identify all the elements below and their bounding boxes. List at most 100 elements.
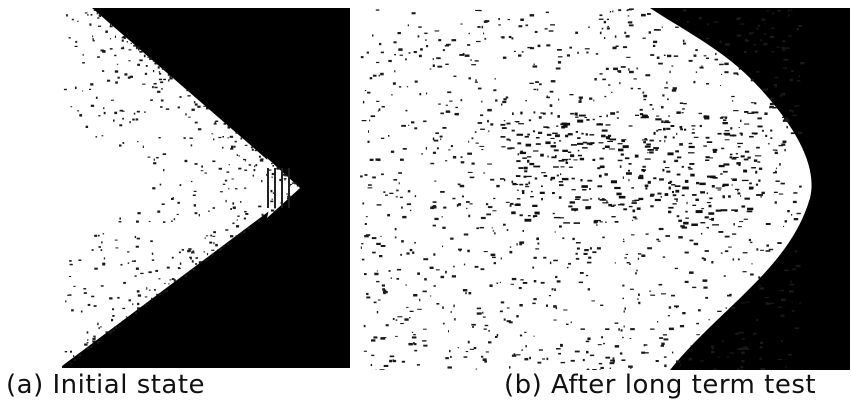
speckle-dot: [112, 329, 115, 332]
speckle-dot: [467, 340, 470, 344]
speckle-dot: [228, 187, 230, 190]
speckle-dot: [270, 209, 275, 212]
speckle-dot: [440, 191, 445, 193]
speckle-cluster: [578, 114, 586, 117]
speckle-cluster: [674, 198, 678, 200]
speckle-dot: [582, 358, 585, 362]
speckle-dot: [516, 243, 518, 246]
speckle-dot: [623, 325, 625, 328]
speckle-dot: [493, 197, 496, 200]
speckle-dot: [771, 106, 777, 109]
speckle-dot: [113, 119, 115, 122]
speckle-dot: [729, 352, 734, 354]
speckle-dot: [643, 141, 646, 144]
speckle-dot: [291, 182, 294, 184]
speckle-dot: [611, 91, 613, 93]
speckle-dot: [772, 12, 774, 15]
speckle-dot: [163, 221, 166, 223]
speckle-dot: [219, 248, 222, 251]
speckle-dot: [555, 306, 558, 310]
speckle-cluster: [655, 118, 662, 121]
speckle-dot: [394, 54, 396, 56]
speckle-dot: [771, 51, 775, 53]
speckle-dot: [598, 197, 600, 200]
speckle-dot: [222, 146, 224, 149]
speckle-dot: [98, 327, 100, 330]
speckle-dot: [782, 48, 786, 51]
speckle-dot: [666, 127, 671, 130]
speckle-dot: [445, 270, 447, 274]
speckle-dot: [442, 226, 446, 229]
speckle-cluster: [561, 125, 566, 129]
speckle-dot: [777, 242, 782, 244]
speckle-dot: [663, 356, 667, 358]
speckle-dot: [622, 297, 624, 300]
speckle-dot: [548, 295, 551, 297]
speckle-dot: [407, 24, 409, 27]
speckle-dot: [476, 307, 481, 310]
caption-a: (a) Initial state: [6, 370, 206, 400]
speckle-dot: [83, 292, 87, 294]
speckle-dot: [363, 350, 367, 352]
speckle-dot: [449, 349, 451, 353]
speckle-cluster: [688, 152, 695, 154]
speckle-dot: [102, 263, 106, 266]
speckle-dot: [496, 184, 500, 188]
speckle-cluster: [704, 216, 709, 219]
speckle-dot: [506, 307, 510, 309]
speckle-cluster: [668, 186, 671, 190]
speckle-dot: [96, 341, 100, 344]
speckle-dot: [792, 268, 796, 271]
speckle-dot: [774, 201, 777, 204]
speckle-dot: [784, 117, 789, 120]
speckle-dot: [426, 92, 428, 95]
speckle-dot: [236, 225, 240, 228]
speckle-dot: [139, 59, 143, 62]
speckle-dot: [501, 146, 506, 148]
speckle-dot: [513, 50, 516, 52]
speckle-dot: [609, 362, 615, 365]
speckle-dot: [432, 64, 435, 67]
speckle-dot: [195, 263, 197, 265]
speckle-dot: [364, 273, 367, 276]
speckle-dot: [360, 56, 364, 59]
speckle-cluster: [676, 173, 681, 176]
speckle-dot: [204, 172, 207, 174]
speckle-dot: [209, 241, 213, 244]
speckle-dot: [469, 176, 475, 179]
speckle-dot: [770, 35, 775, 39]
speckle-dot: [383, 191, 386, 193]
speckle-cluster: [628, 125, 633, 127]
speckle-dot: [518, 286, 522, 290]
speckle-dot: [492, 256, 496, 259]
speckle-dot: [603, 342, 605, 345]
speckle-dot: [679, 364, 681, 367]
speckle-dot: [92, 337, 96, 340]
speckle-dot: [508, 35, 512, 39]
speckle-dot: [467, 152, 472, 155]
speckle-dot: [731, 184, 733, 186]
speckle-dot: [698, 16, 702, 20]
speckle-dot: [721, 147, 725, 150]
speckle-dot: [73, 359, 76, 361]
speckle-dot: [86, 331, 89, 334]
speckle-dot: [109, 25, 113, 28]
speckle-dot: [148, 221, 151, 222]
speckle-dot: [134, 275, 137, 277]
speckle-dot: [549, 90, 554, 93]
speckle-dot: [261, 213, 264, 216]
panel-a-image: [62, 8, 350, 368]
speckle-dot: [77, 20, 79, 22]
speckle-cluster: [622, 145, 629, 149]
speckle-dot: [94, 337, 96, 339]
speckle-dot: [653, 29, 659, 31]
speckle-dot: [463, 233, 469, 236]
speckle-dot: [411, 121, 415, 124]
speckle-dot: [212, 207, 215, 209]
speckle-dot: [533, 335, 535, 337]
speckle-cluster: [744, 197, 750, 200]
speckle-cluster: [744, 150, 750, 153]
speckle-dot: [769, 106, 771, 109]
speckle-dot: [533, 280, 537, 283]
speckle-dot: [434, 30, 440, 32]
